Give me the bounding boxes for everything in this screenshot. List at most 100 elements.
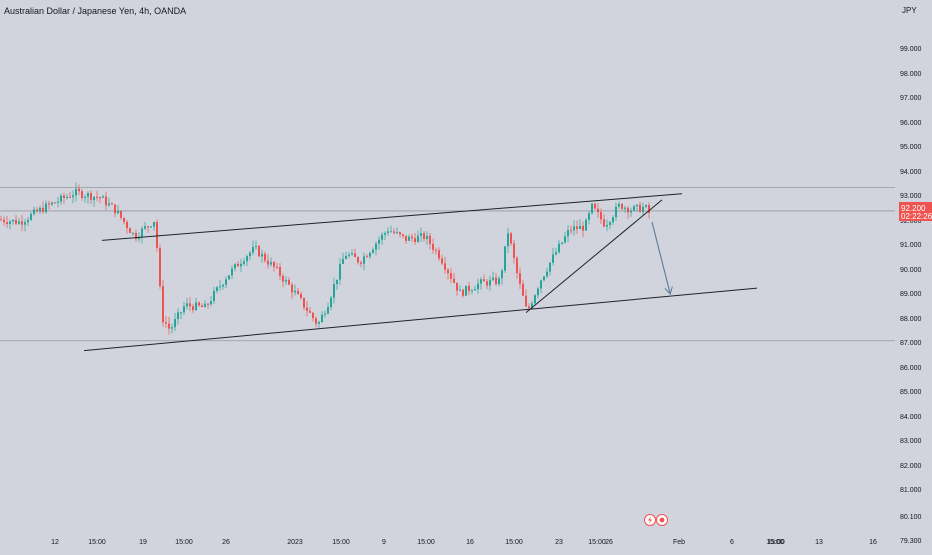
channel-lower[interactable] — [83, 287, 758, 352]
x-tick-label: 15:00 — [417, 539, 435, 546]
candle-body — [354, 253, 356, 258]
candle-body — [183, 306, 185, 313]
candle-body — [252, 247, 254, 253]
candle-body — [144, 226, 146, 229]
candle-body — [432, 243, 434, 250]
candle-body — [450, 273, 452, 279]
candle-body — [153, 222, 155, 227]
candle-body — [405, 235, 407, 241]
candle-body — [486, 281, 488, 286]
x-tick-label: 26 — [222, 539, 230, 546]
candle-body — [570, 230, 572, 232]
candles — [0, 182, 650, 335]
candle-body — [60, 195, 62, 202]
candle-body — [417, 235, 419, 243]
candle-body — [342, 258, 344, 264]
candle-body — [483, 279, 485, 282]
candle-body — [54, 202, 56, 204]
candle-body — [387, 231, 389, 233]
candle-body — [324, 313, 326, 315]
candle-body — [498, 278, 500, 285]
candle-body — [102, 196, 104, 198]
candle-body — [57, 201, 59, 203]
candle-body — [276, 266, 278, 268]
candle-body — [540, 280, 542, 289]
record-icon[interactable] — [656, 514, 668, 526]
countdown-timer: 02:22:26 — [901, 212, 932, 221]
forecast-arrow[interactable] — [651, 221, 670, 293]
candle-body — [264, 253, 266, 261]
candle-body — [213, 290, 215, 302]
y-tick-label: 97.000 — [900, 95, 922, 102]
candle-body — [624, 207, 626, 209]
y-tick-label: 85.000 — [900, 389, 922, 396]
x-tick-label: 23 — [555, 539, 563, 546]
rising-wedge-line[interactable] — [525, 199, 663, 313]
candle-body — [186, 303, 188, 307]
candle-body — [429, 235, 431, 244]
candle-body — [219, 286, 221, 288]
candle-body — [315, 318, 317, 324]
candle-body — [495, 277, 497, 285]
candle-body — [72, 195, 74, 198]
candle-body — [318, 322, 320, 324]
candle-body — [108, 203, 110, 206]
candle-body — [192, 306, 194, 311]
candle-body — [549, 262, 551, 272]
candle-body — [147, 226, 149, 228]
candle-body — [129, 228, 131, 234]
candle-body — [567, 230, 569, 237]
candle-body — [366, 256, 368, 258]
candle-body — [327, 307, 329, 314]
candle-body — [282, 276, 284, 282]
x-tick-label: 19 — [139, 539, 147, 546]
candle-body — [639, 204, 641, 212]
candle-body — [51, 202, 53, 205]
candle-body — [522, 283, 524, 296]
candle-body — [465, 285, 467, 296]
candle-body — [204, 303, 206, 308]
lightning-icon[interactable] — [644, 514, 656, 526]
channel-upper[interactable] — [101, 193, 683, 241]
candle-body — [48, 203, 50, 205]
candle-body — [279, 266, 281, 277]
y-axis: 99.000 98.000 97.000 96.000 95.000 94.000 93.0… — [900, 46, 922, 545]
candle-body — [189, 303, 191, 307]
candle-body — [375, 243, 377, 250]
candle-body — [168, 323, 170, 329]
trendlines[interactable] — [83, 193, 758, 352]
candle-body — [24, 222, 26, 225]
candle-body — [546, 271, 548, 277]
candle-body — [441, 258, 443, 264]
candle-body — [426, 235, 428, 240]
x-tick-label: Feb — [673, 539, 685, 546]
candle-body — [642, 206, 644, 212]
y-tick-label: 86.000 — [900, 365, 922, 372]
candle-body — [579, 225, 581, 230]
candle-body — [525, 295, 527, 307]
candle-body — [597, 208, 599, 213]
candle-body — [39, 207, 41, 212]
x-axis: 12 15:00 19 15:00 26 2023 15:00 9 15:00 16 15:00 23… — [51, 539, 877, 546]
candle-body — [126, 221, 128, 229]
candle-body — [456, 282, 458, 291]
candle-body — [528, 306, 530, 308]
y-tick-label: 93.000 — [900, 193, 922, 200]
candle-body — [435, 249, 437, 251]
candle-body — [165, 322, 167, 324]
candle-body — [231, 268, 233, 276]
candle-body — [216, 287, 218, 291]
candle-body — [18, 221, 20, 224]
candle-body — [492, 277, 494, 280]
candle-body — [267, 260, 269, 265]
candle-body — [408, 236, 410, 241]
candle-body — [537, 288, 539, 296]
y-tick-label: 83.000 — [900, 438, 922, 445]
y-tick-label: 80.100 — [900, 514, 922, 521]
candle-body — [576, 226, 578, 230]
y-tick-label: 91.000 — [900, 242, 922, 249]
candle-body — [222, 284, 224, 287]
candle-body — [234, 263, 236, 269]
